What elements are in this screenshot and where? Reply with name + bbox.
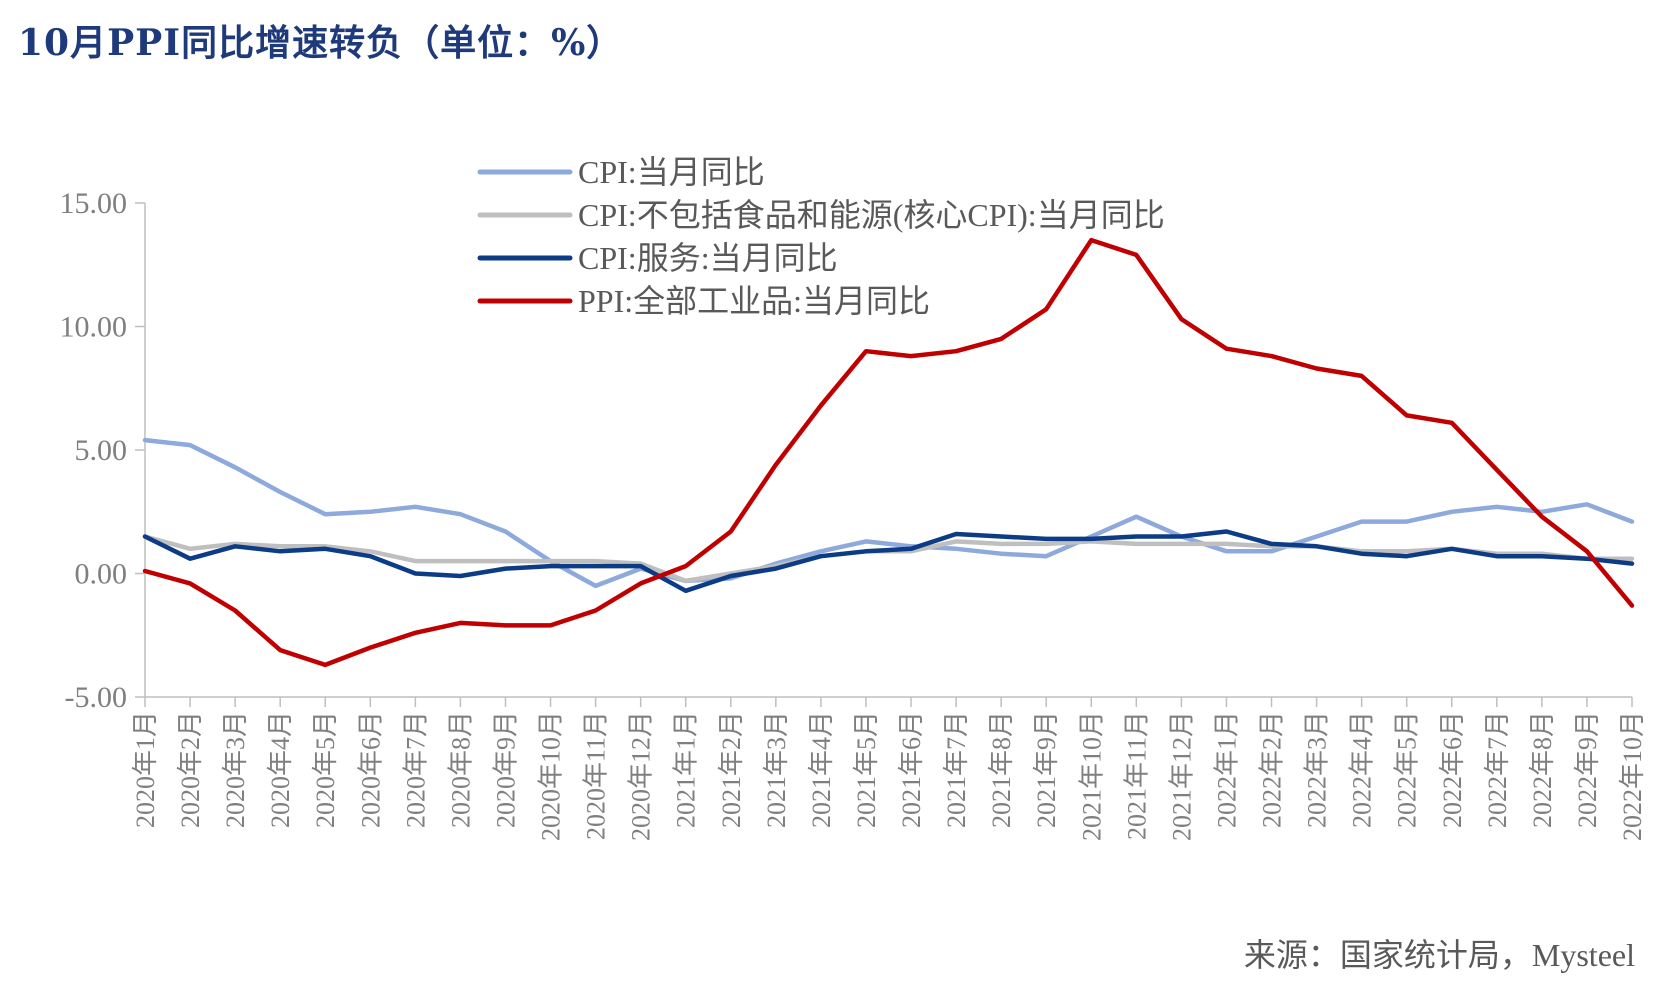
x-axis: 2020年1月 2020年2月 2020年3月 2020年4月 2020年5月 2020年…	[131, 696, 1647, 841]
x-tick-label: 2020年5月	[311, 711, 340, 828]
x-tick-label: 2020年2月	[176, 711, 205, 828]
x-tick-label: 2022年7月	[1483, 711, 1512, 828]
x-tick-label: 2021年9月	[1032, 711, 1061, 828]
x-tick-label: 2022年4月	[1348, 711, 1377, 828]
x-tick-label: 2021年8月	[987, 711, 1016, 828]
x-tick-label: 2022年9月	[1573, 711, 1602, 828]
x-tick-label: 2021年2月	[717, 711, 746, 828]
x-tick-label: 2022年1月	[1212, 711, 1241, 828]
x-tick-label: 2021年11月	[1122, 711, 1151, 840]
y-tick-label: 5.00	[75, 434, 128, 467]
x-tick-label: 2020年7月	[401, 711, 430, 828]
x-tick-label: 2021年3月	[762, 711, 791, 828]
x-tick-label: 2020年9月	[491, 711, 520, 828]
y-axis: -5.00 0.00 5.00 10.00 15.00	[60, 187, 146, 714]
legend-label: PPI:全部工业品:当月同比	[578, 283, 930, 319]
x-tick-label: 2020年3月	[221, 711, 250, 828]
source-note: 来源：国家统计局，Mysteel	[1243, 937, 1635, 973]
x-tick-label: 2022年10月	[1618, 711, 1647, 841]
y-tick-label: -5.00	[65, 681, 128, 714]
x-tick-label: 2020年11月	[582, 711, 611, 840]
x-tick-label: 2021年4月	[807, 711, 836, 828]
x-tick-label: 2021年5月	[852, 711, 881, 828]
series-line-3	[142, 529, 1635, 594]
series-lines	[142, 237, 1635, 668]
y-tick-label: 15.00	[60, 187, 128, 220]
x-tick-label: 2020年1月	[131, 711, 160, 828]
legend-label: CPI:当月同比	[578, 154, 765, 190]
legend: CPI:当月同比 CPI:不包括食品和能源(核心CPI):当月同比 CPI:服务:当…	[477, 154, 1165, 319]
x-tick-label: 2022年3月	[1303, 711, 1332, 828]
x-tick-label: 2022年2月	[1258, 711, 1287, 828]
x-tick-label: 2021年12月	[1167, 711, 1196, 841]
series-line-1	[142, 437, 1635, 589]
x-tick-label: 2022年8月	[1528, 711, 1557, 828]
x-tick-label: 2022年5月	[1393, 711, 1422, 828]
x-tick-label: 2021年7月	[942, 711, 971, 828]
x-tick-label: 2020年10月	[537, 711, 566, 841]
y-tick-label: 0.00	[75, 558, 128, 591]
x-tick-label: 2021年6月	[897, 711, 926, 828]
legend-label: CPI:服务:当月同比	[578, 240, 838, 276]
series-line-4	[142, 237, 1635, 668]
x-tick-label: 2020年6月	[356, 711, 385, 828]
x-tick-label: 2021年10月	[1077, 711, 1106, 841]
x-tick-label: 2020年8月	[446, 711, 475, 828]
x-tick-label: 2022年6月	[1438, 711, 1467, 828]
legend-label: CPI:不包括食品和能源(核心CPI):当月同比	[578, 197, 1165, 233]
y-tick-label: 10.00	[60, 311, 128, 344]
chart-title: 10月PPI同比增速转负（单位：%）	[18, 22, 624, 64]
x-tick-label: 2020年4月	[266, 711, 295, 828]
x-tick-label: 2020年12月	[627, 711, 656, 841]
x-tick-label: 2021年1月	[672, 711, 701, 828]
